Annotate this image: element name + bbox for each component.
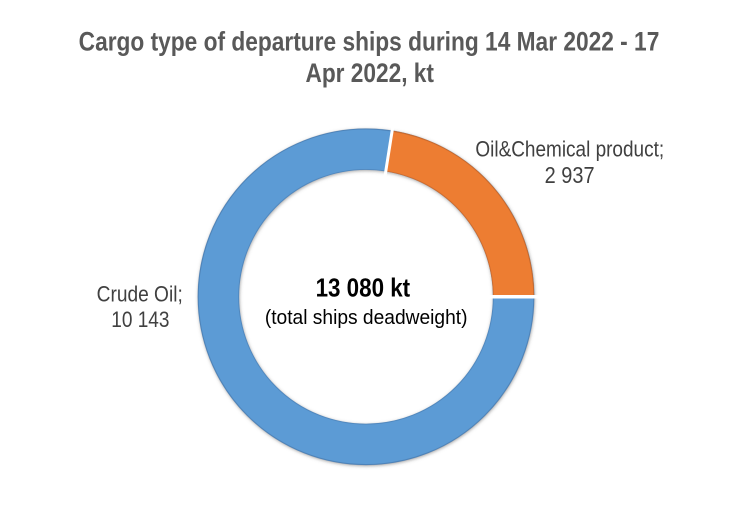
svg-text:Crude Oil;: Crude Oil; <box>97 282 183 307</box>
svg-text:2 937: 2 937 <box>545 163 595 189</box>
svg-text:Oil&Chemical product;: Oil&Chemical product; <box>475 137 664 162</box>
svg-text:Cargo type of departure ships: Cargo type of departure ships during 14 … <box>79 27 660 57</box>
svg-text:Apr 2022, kt: Apr 2022, kt <box>305 58 434 88</box>
svg-text:(total ships deadweight): (total ships deadweight) <box>265 306 468 328</box>
svg-text:13 080 kt: 13 080 kt <box>316 274 411 303</box>
svg-text:10 143: 10 143 <box>111 308 169 333</box>
